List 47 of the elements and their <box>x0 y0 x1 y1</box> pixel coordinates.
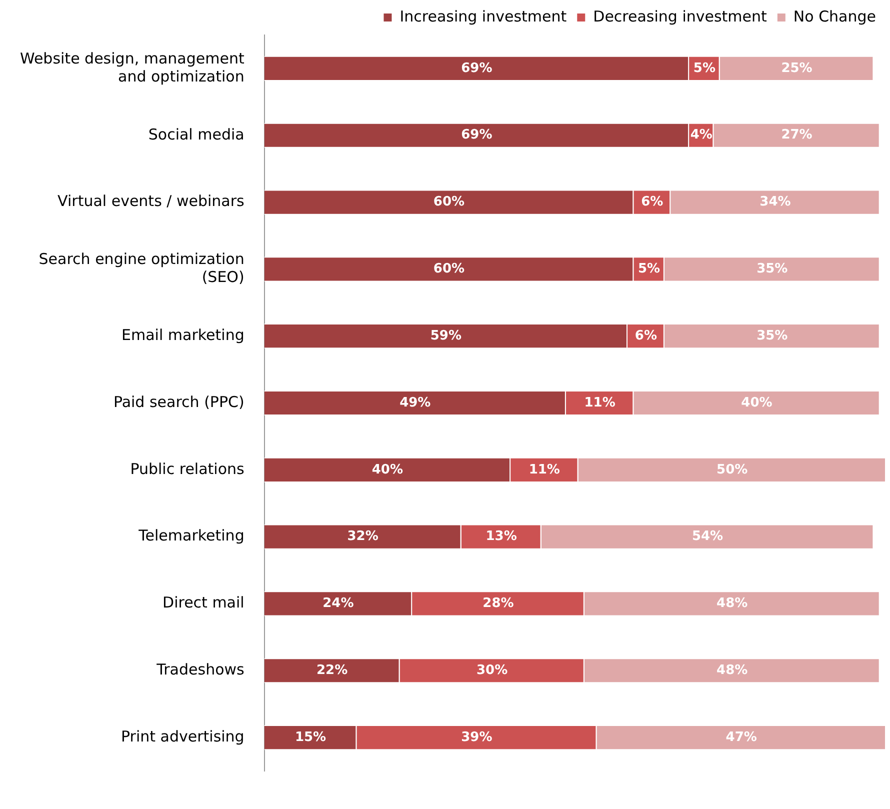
data-label: 5% <box>693 60 716 76</box>
data-label: 5% <box>638 262 660 277</box>
y-tick-label: Search engine optimization (SEO) <box>38 250 244 286</box>
data-label: 15% <box>294 730 326 745</box>
data-label: 40% <box>372 462 404 478</box>
data-label: 30% <box>476 663 508 678</box>
data-label: 60% <box>433 262 465 277</box>
y-tick-label: Paid search (PPC) <box>113 392 244 411</box>
data-label: 11% <box>584 395 616 410</box>
y-tick-label: Social media <box>148 125 244 144</box>
data-label: 47% <box>726 730 757 745</box>
y-tick-label: Website design, management and optimization <box>20 49 244 86</box>
y-tick-label: Virtual events / webinars <box>58 192 245 210</box>
legend-label: Decreasing investment <box>593 7 768 26</box>
legend-label: Increasing investment <box>400 7 567 26</box>
data-label: 28% <box>482 596 514 612</box>
y-tick-label: Tradeshows <box>156 660 245 679</box>
data-label: 35% <box>756 262 788 277</box>
y-tick-label: Telemarketing <box>138 526 244 545</box>
data-label: 39% <box>461 730 492 745</box>
data-label: 6% <box>634 328 657 344</box>
data-label: 11% <box>528 462 560 478</box>
data-label: 35% <box>756 328 788 344</box>
data-label: 4% <box>690 128 712 143</box>
data-label: 54% <box>692 529 724 544</box>
y-tick-label: Direct mail <box>162 594 244 612</box>
data-label: 49% <box>400 395 431 410</box>
data-label: 34% <box>760 194 791 210</box>
data-label: 59% <box>430 328 462 344</box>
y-tick-label: Email marketing <box>122 326 244 344</box>
data-label: 6% <box>641 194 664 210</box>
data-label: 24% <box>322 596 354 612</box>
data-label: 27% <box>781 128 812 143</box>
data-label: 60% <box>433 194 465 210</box>
data-label: 69% <box>461 60 492 76</box>
data-label: 32% <box>347 529 378 544</box>
data-label: 22% <box>316 663 348 678</box>
data-label: 40% <box>741 395 772 410</box>
data-label: 48% <box>716 596 748 612</box>
data-label: 25% <box>781 60 812 76</box>
y-tick-label: Print advertising <box>121 727 244 746</box>
legend-label: No Change <box>793 7 876 26</box>
data-label: 48% <box>716 663 748 678</box>
y-tick-label: Public relations <box>130 460 245 478</box>
data-label: 69% <box>461 128 492 143</box>
data-label: 13% <box>486 529 517 544</box>
data-label: 50% <box>716 462 748 478</box>
